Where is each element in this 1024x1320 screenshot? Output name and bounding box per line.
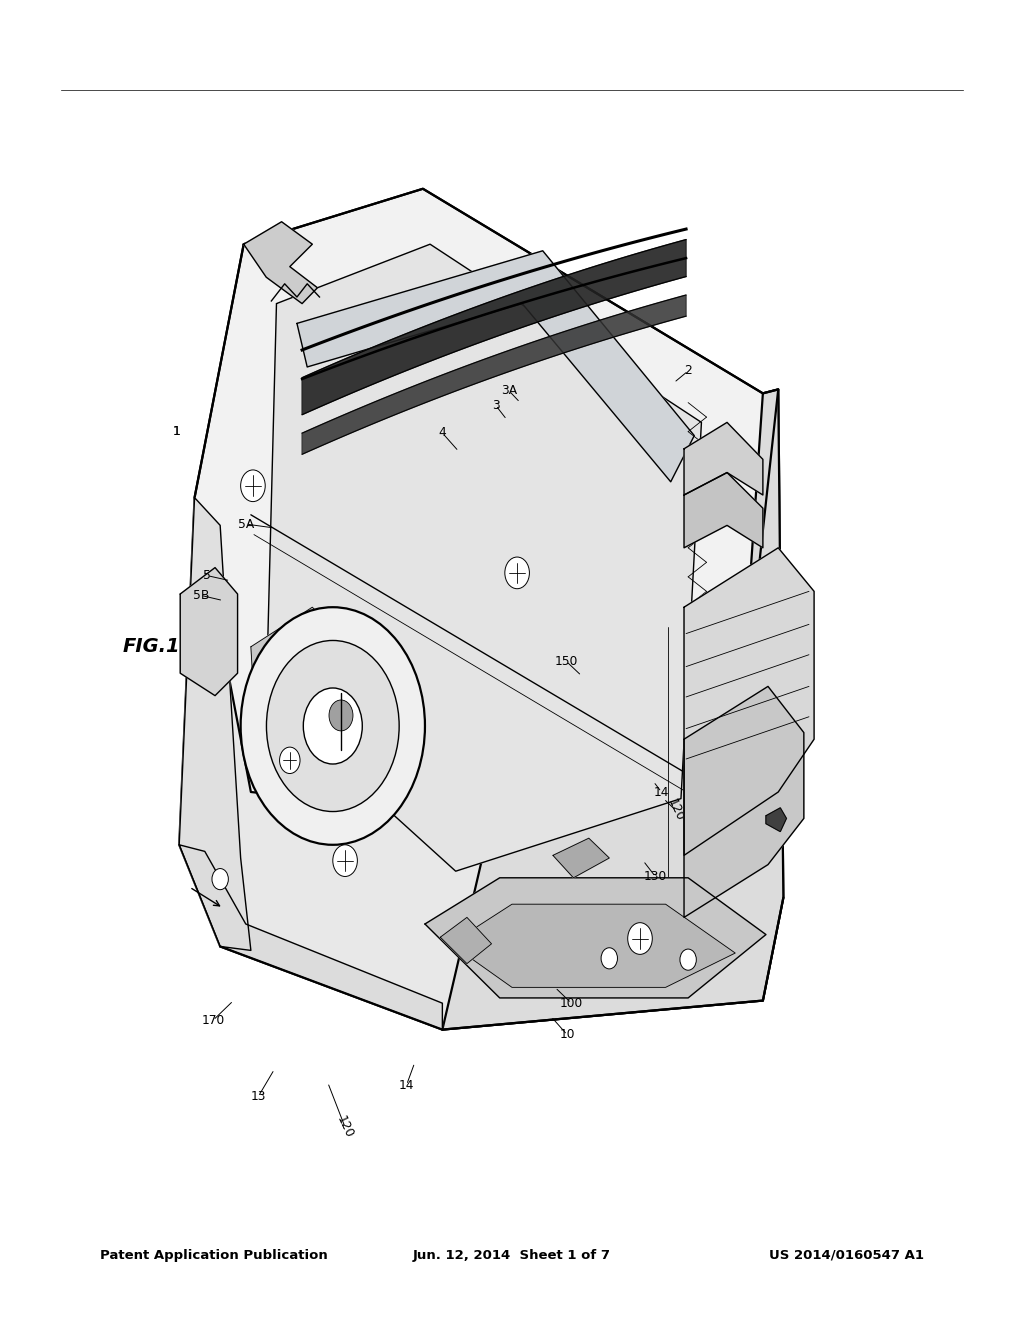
Text: 2: 2 — [684, 364, 692, 378]
Circle shape — [505, 557, 529, 589]
Circle shape — [241, 607, 425, 845]
Circle shape — [303, 688, 362, 764]
Text: 13: 13 — [250, 1090, 266, 1104]
Text: 3: 3 — [492, 399, 500, 412]
Polygon shape — [180, 568, 238, 696]
Text: 14: 14 — [398, 1078, 415, 1092]
Circle shape — [329, 700, 353, 731]
Polygon shape — [266, 244, 701, 871]
Text: FIG.1: FIG.1 — [123, 638, 180, 656]
Polygon shape — [440, 917, 492, 964]
Text: 4: 4 — [438, 426, 446, 440]
Circle shape — [280, 747, 300, 774]
Circle shape — [241, 470, 265, 502]
Text: 100: 100 — [560, 997, 583, 1010]
Polygon shape — [684, 548, 814, 855]
Text: 130: 130 — [644, 870, 667, 883]
Polygon shape — [684, 686, 804, 917]
Text: Patent Application Publication: Patent Application Publication — [100, 1249, 328, 1262]
Text: 14: 14 — [653, 785, 670, 799]
Polygon shape — [302, 239, 686, 414]
Polygon shape — [425, 878, 766, 998]
Text: Jun. 12, 2014  Sheet 1 of 7: Jun. 12, 2014 Sheet 1 of 7 — [413, 1249, 611, 1262]
Text: 120: 120 — [334, 1114, 356, 1140]
Text: 120: 120 — [665, 797, 687, 824]
Circle shape — [601, 948, 617, 969]
Text: 170: 170 — [202, 1014, 224, 1027]
Circle shape — [266, 640, 399, 812]
Text: 1: 1 — [172, 425, 180, 438]
Text: US 2014/0160547 A1: US 2014/0160547 A1 — [769, 1249, 924, 1262]
Circle shape — [680, 949, 696, 970]
Circle shape — [333, 845, 357, 876]
Text: 11: 11 — [593, 931, 609, 944]
Text: 1: 1 — [172, 425, 180, 438]
Text: 5A: 5A — [238, 517, 254, 531]
Polygon shape — [195, 189, 778, 818]
Polygon shape — [442, 389, 783, 1030]
Polygon shape — [179, 189, 783, 1030]
Polygon shape — [297, 251, 694, 482]
Polygon shape — [451, 904, 735, 987]
Polygon shape — [684, 473, 763, 548]
Polygon shape — [251, 607, 338, 700]
Polygon shape — [179, 498, 251, 950]
Text: 150: 150 — [555, 655, 578, 668]
Polygon shape — [766, 808, 786, 832]
Polygon shape — [244, 222, 317, 304]
Circle shape — [628, 923, 652, 954]
Circle shape — [212, 869, 228, 890]
Text: 13: 13 — [715, 743, 731, 756]
Text: 5: 5 — [203, 569, 211, 582]
Polygon shape — [302, 294, 686, 454]
Polygon shape — [553, 838, 609, 878]
Text: 3A: 3A — [501, 384, 517, 397]
Text: 133: 133 — [601, 956, 624, 969]
Text: 10: 10 — [559, 1028, 575, 1041]
Text: 12: 12 — [688, 820, 705, 833]
Polygon shape — [179, 845, 442, 1030]
Text: 110: 110 — [615, 916, 638, 929]
Polygon shape — [684, 422, 763, 495]
Text: 5B: 5B — [193, 589, 209, 602]
